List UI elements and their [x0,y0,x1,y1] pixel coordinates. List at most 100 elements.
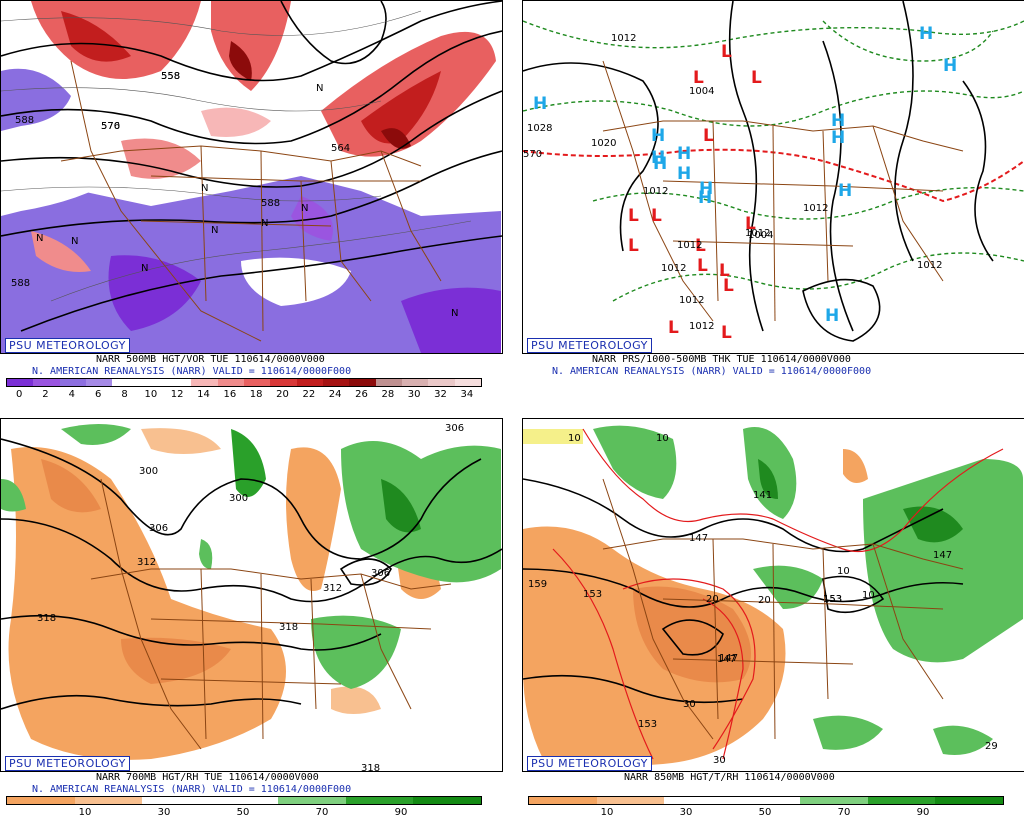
high-pressure-marker: H [825,306,839,326]
contour-label: 153 [638,719,657,730]
contour-label: 30 [713,755,726,766]
contour-label: 318 [361,763,380,771]
contour-label: 318 [279,622,298,633]
contour-label: 147 [933,550,952,561]
contour-label: N [301,203,308,214]
contour-label: 306 [149,523,168,534]
caption-title: NARR 500MB HGT/VOR TUE 110614/0000V000 [96,354,325,365]
contour-label: 20 [758,595,771,606]
low-pressure-marker: L [745,214,756,234]
contour-label: 588 [11,278,30,289]
high-pressure-marker: H [831,111,845,131]
colorbar-swatch [349,379,376,386]
low-pressure-marker: L [751,68,762,88]
colorbar-swatch [243,379,271,386]
low-pressure-marker: L [628,206,639,226]
contour-label: 1012 [643,186,668,197]
high-pressure-marker: H [677,144,691,164]
high-pressure-marker: H [698,188,712,208]
colorbar-tick-label: 90 [394,807,408,818]
colorbar-tick-label: 16 [223,389,237,400]
contour-label: 147 [717,654,736,665]
psu-meteorology-badge: PSU METEOROLOGY [527,756,652,771]
psu-meteorology-badge: PSU METEOROLOGY [5,338,130,353]
low-pressure-marker: L [721,323,732,343]
colorbar-tick-label: 20 [276,389,289,400]
panel-500mb-vorticity: 588 570 558 576 588 588 558 564 N N N N N N N N N PSU ME… [0,0,503,402]
map-700mb: 300 300 306 312 312 306 318 318 318 306 PSU METEO… [0,418,503,772]
contour-label: 1012 [677,240,702,251]
colorbar-swatch [85,379,113,386]
colorbar-swatch [375,379,402,386]
colorbar-tick-label: 34 [460,389,474,400]
colorbar-tick-label: 28 [381,389,395,400]
contour-label: N [36,233,43,244]
contour-label: 1020 [591,138,616,149]
low-pressure-marker: L [719,261,730,281]
colorbar-tick-label: 4 [68,389,76,400]
colorbar-swatch [142,797,211,804]
colorbar-tick-label: 10 [600,807,614,818]
contour-label: 29 [985,741,998,752]
contour-label: N [261,218,268,229]
map-850mb: 147 147 159 153 147 153 153 153 141 147 10 10 20 20 30… [522,418,1024,772]
contour-label: 588 [15,115,34,126]
high-pressure-marker: H [677,164,691,184]
colorbar-swatch [7,379,34,386]
colorbar-rh [6,796,482,805]
caption-valid: N. AMERICAN REANALYSIS (NARR) VALID = 11… [32,784,352,795]
high-pressure-marker: H [651,126,665,146]
colorbar-tick-label: 2 [42,389,49,400]
colorbar-tick-label: 10 [78,807,92,818]
colorbar-swatch [74,797,143,804]
low-pressure-marker: L [695,236,706,256]
colorbar-tick-label: 30 [157,807,171,818]
psu-meteorology-badge: PSU METEOROLOGY [5,756,130,771]
colorbar-tick-label: 50 [758,807,772,818]
contour-label: 159 [528,579,547,590]
colorbar-swatch [33,379,60,386]
contour-label: 153 [823,594,842,605]
colorbar-tick-label: 10 [144,389,158,400]
contour-label: 10 [568,433,581,444]
colorbar-tick-label: 30 [407,389,421,400]
colorbar-ticks: 10 30 50 70 90 [528,807,1002,819]
colorbar-tick-label: 18 [249,389,263,400]
caption-title: NARR 700MB HGT/RH TUE 110614/0000V000 [96,772,319,783]
colorbar-swatch [217,379,244,386]
colorbar-swatch [270,379,297,386]
colorbar-tick-label: 24 [328,389,342,400]
panel-700mb-rh: 300 300 306 312 312 306 318 318 318 306 PSU METEO… [0,418,503,819]
contour-label: 147 [719,653,738,664]
contour-label: 306 [445,423,464,434]
psu-meteorology-badge: PSU METEOROLOGY [527,338,652,353]
contour-label: 147 [689,533,708,544]
colorbar-swatch [401,379,429,386]
low-pressure-marker: L [651,206,662,226]
high-pressure-marker: H [838,181,852,201]
low-pressure-marker: L [723,276,734,296]
colorbar-swatch [322,379,350,386]
colorbar-swatch [428,379,455,386]
colorbar-swatch [7,797,75,804]
colorbar-tick-label: 26 [355,389,368,400]
contour-label: 1012 [803,203,828,214]
colorbar-swatch [345,797,414,804]
high-pressure-marker: H [943,56,957,76]
contour-label: 1012 [611,33,636,44]
colorbar-swatch [164,379,192,386]
contour-label: 570 [523,149,542,160]
contour-label: 306 [371,568,390,579]
contour-label: 312 [323,583,342,594]
contour-label: N [451,308,458,319]
contour-label: 1012 [745,228,770,239]
colorbar-swatch [799,797,868,804]
colorbar-swatch [596,797,665,804]
colorbar-swatch [732,797,800,804]
panel-850mb-temp-rh: 147 147 159 153 147 153 153 153 141 147 10 10 20 20 30… [522,418,1024,819]
colorbar-swatch [210,797,278,804]
contour-label: 1012 [661,263,686,274]
colorbar-swatch [296,379,323,386]
